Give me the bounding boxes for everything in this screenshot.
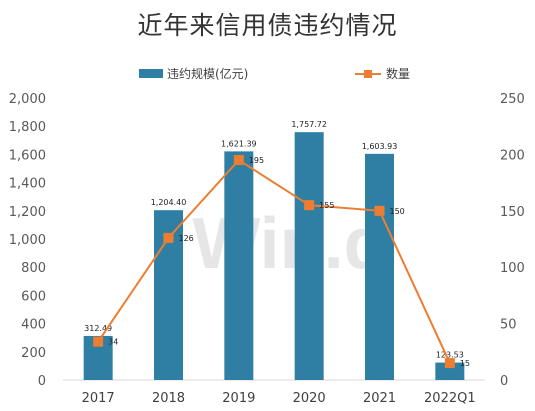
- y-left-tick-label: 2,000: [9, 92, 46, 107]
- line-point: [163, 232, 174, 243]
- line-value-label: 126: [179, 234, 194, 243]
- x-tick-label: 2017: [82, 391, 115, 406]
- line-value-label: 155: [319, 201, 334, 210]
- y-right-tick-label: 100: [500, 261, 525, 276]
- line-point: [93, 336, 104, 347]
- y-left-tick-label: 600: [21, 289, 46, 304]
- bar-value-label: 1,757.72: [291, 120, 327, 129]
- line-value-label: 15: [460, 359, 470, 368]
- legend-swatch-bar: [139, 69, 163, 78]
- line-series: [97, 158, 451, 364]
- bar-value-label: 1,603.93: [362, 142, 398, 151]
- line-point: [233, 155, 244, 166]
- y-right-tick-label: 0: [500, 374, 508, 389]
- bar-value-label: 1,621.39: [221, 139, 257, 148]
- chart-title: 近年来信用债违约情况: [137, 11, 398, 40]
- y-left-tick-label: 0: [38, 374, 46, 389]
- y-left-tick-label: 200: [21, 346, 46, 361]
- y-left-tick-label: 1,800: [9, 120, 46, 135]
- y-right-tick-label: 200: [500, 148, 525, 163]
- line-point: [374, 205, 385, 216]
- bar-value-label: 312.49: [84, 324, 112, 333]
- y-left-tick-label: 400: [21, 318, 46, 333]
- y-left-tick-label: 800: [21, 261, 46, 276]
- y-left-tick-label: 1,000: [9, 233, 46, 248]
- legend-label-bar: 违约规模(亿元): [167, 66, 248, 81]
- x-tick-label: 2022Q1: [424, 391, 476, 406]
- watermark: Win.d: [192, 204, 387, 284]
- line-value-label: 34: [108, 338, 118, 347]
- bar: [435, 362, 465, 380]
- legend-marker-line: [364, 70, 372, 78]
- y-right-tick-label: 250: [500, 92, 525, 107]
- bar-value-label: 123.53: [436, 351, 464, 360]
- x-tick-label: 2021: [363, 391, 396, 406]
- y-right-tick-label: 150: [500, 205, 525, 220]
- legend-label-line: 数量: [386, 66, 410, 81]
- line-value-label: 150: [390, 207, 405, 216]
- bar: [294, 132, 324, 380]
- bar: [365, 153, 394, 380]
- x-tick-label: 2020: [293, 391, 326, 406]
- x-tick-label: 2018: [152, 391, 185, 406]
- line-point: [444, 358, 455, 369]
- line-value-label: 195: [249, 156, 264, 165]
- bar-value-label: 1,204.40: [151, 198, 187, 207]
- bar: [224, 151, 254, 380]
- y-left-tick-label: 1,400: [9, 177, 46, 192]
- line-point: [304, 200, 315, 211]
- y-left-tick-label: 1,600: [9, 148, 46, 163]
- x-tick-label: 2019: [222, 391, 255, 406]
- y-left-tick-label: 1,200: [9, 205, 46, 220]
- y-right-tick-label: 50: [500, 318, 517, 333]
